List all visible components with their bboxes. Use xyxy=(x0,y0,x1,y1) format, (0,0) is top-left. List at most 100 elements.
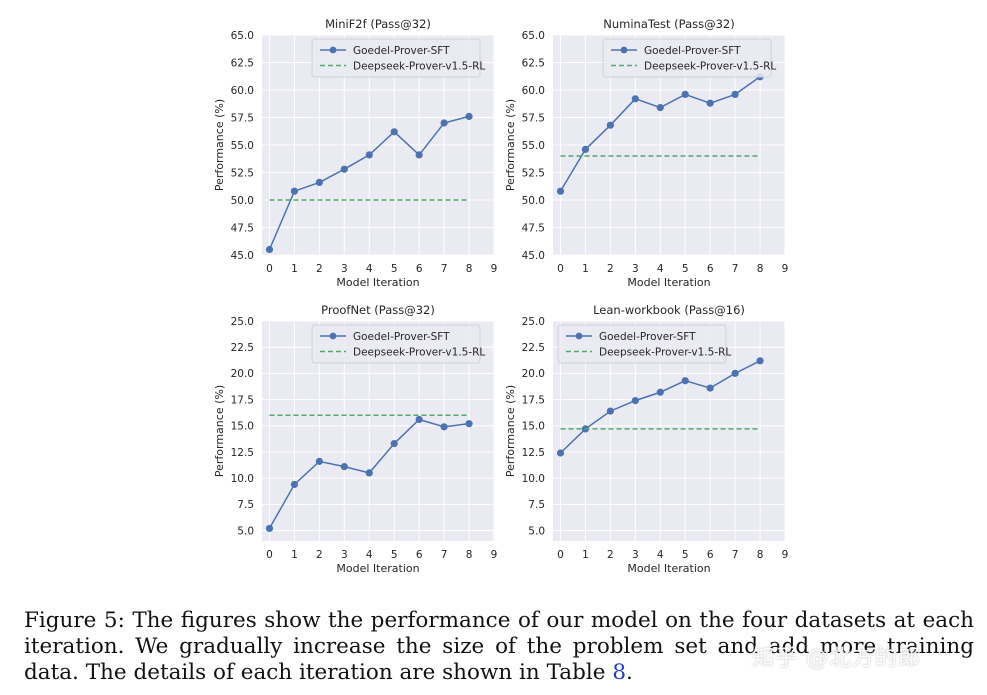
x-axis-label: Model Iteration xyxy=(336,562,419,575)
x-tick-label: 4 xyxy=(366,263,373,275)
data-point xyxy=(731,369,739,377)
data-point xyxy=(390,439,398,448)
x-tick-label: 2 xyxy=(607,263,614,275)
data-point xyxy=(465,420,473,428)
y-tick-label: 52.5 xyxy=(522,167,545,179)
legend-label: Goedel-Prover-SFT xyxy=(599,331,696,343)
x-tick-label: 8 xyxy=(466,263,473,275)
data-point xyxy=(756,357,764,365)
chart-panel-2: 0 1 2 3 4 5 6 7 8 9 45.0 47.5 50.0 52.5 55.0 57.5 60.0 62… xyxy=(504,17,788,289)
data-point xyxy=(265,245,274,254)
x-tick-label: 7 xyxy=(732,263,739,275)
y-axis-label: Performance (%) xyxy=(504,99,517,191)
legend-label: Deepseek-Prover-v1.5-RL xyxy=(599,346,731,358)
chart-title: ProofNet (Pass@32) xyxy=(321,303,435,317)
x-axis-label: Model Iteration xyxy=(627,562,710,575)
y-tick-label: 60.0 xyxy=(522,85,545,97)
x-axis-label: Model Iteration xyxy=(627,276,710,289)
legend-swatch-marker xyxy=(329,46,337,54)
data-point xyxy=(556,187,565,195)
data-point xyxy=(706,99,714,107)
y-tick-label: 17.5 xyxy=(522,394,545,406)
x-tick-label: 4 xyxy=(366,549,373,561)
x-tick-label: 2 xyxy=(607,549,614,561)
caption-label: Figure 5: xyxy=(24,608,125,633)
y-tick-label: 5.0 xyxy=(237,525,254,537)
y-tick-label: 12.5 xyxy=(522,447,545,459)
y-tick-label: 55.0 xyxy=(522,140,545,152)
data-point xyxy=(681,377,689,385)
x-tick-label: 6 xyxy=(416,549,423,561)
data-point xyxy=(606,407,614,415)
x-tick-label: 5 xyxy=(682,263,689,275)
y-tick-label: 22.5 xyxy=(522,342,545,354)
y-tick-label: 25.0 xyxy=(231,316,254,328)
x-tick-label: 0 xyxy=(557,549,564,561)
data-point xyxy=(315,178,323,186)
data-point xyxy=(440,423,448,431)
data-point xyxy=(365,469,373,477)
y-tick-label: 55.0 xyxy=(231,140,254,152)
y-tick-label: 57.5 xyxy=(522,112,545,124)
y-tick-label: 62.5 xyxy=(522,57,545,69)
x-tick-label: 9 xyxy=(491,549,498,561)
chart-title: NuminaTest (Pass@32) xyxy=(603,17,734,31)
legend-label: Goedel-Prover-SFT xyxy=(353,45,450,57)
legend-swatch-marker xyxy=(575,332,583,340)
data-point xyxy=(465,112,473,120)
y-tick-label: 65.0 xyxy=(522,30,545,42)
x-tick-label: 1 xyxy=(582,549,589,561)
data-point xyxy=(731,90,739,98)
y-tick-label: 62.5 xyxy=(231,57,254,69)
legend: Goedel-Prover-SFT Deepseek-Prover-v1.5-RL xyxy=(602,38,776,78)
y-tick-label: 25.0 xyxy=(522,316,545,328)
data-point xyxy=(290,480,299,489)
x-tick-label: 3 xyxy=(632,263,639,275)
y-tick-label: 50.0 xyxy=(522,195,545,207)
data-point xyxy=(656,104,664,112)
legend-swatch-marker xyxy=(329,332,337,340)
x-tick-label: 0 xyxy=(557,263,564,275)
x-tick-label: 0 xyxy=(266,549,273,561)
legend-label: Goedel-Prover-SFT xyxy=(644,45,741,57)
y-axis-label: Performance (%) xyxy=(213,385,226,477)
x-tick-label: 7 xyxy=(441,549,448,561)
x-tick-label: 3 xyxy=(632,549,639,561)
data-point xyxy=(340,463,348,471)
x-tick-label: 3 xyxy=(341,263,348,275)
x-tick-label: 9 xyxy=(782,263,789,275)
y-tick-label: 10.0 xyxy=(231,473,254,485)
x-tick-label: 4 xyxy=(657,263,664,275)
y-tick-label: 12.5 xyxy=(231,447,254,459)
data-point xyxy=(631,397,639,405)
x-tick-label: 5 xyxy=(391,549,398,561)
y-tick-label: 7.5 xyxy=(237,499,254,511)
chart-panel-4: 0 1 2 3 4 5 6 7 8 9 5.0 7.5 10.0 12.5 15.0 17.5 20.0 22.5… xyxy=(504,303,788,575)
figure-caption: Figure 5: The figures show the performan… xyxy=(24,608,974,686)
y-tick-label: 47.5 xyxy=(231,222,254,234)
x-tick-label: 2 xyxy=(316,549,323,561)
x-tick-label: 4 xyxy=(657,549,664,561)
x-tick-label: 5 xyxy=(682,549,689,561)
y-axis-label: Performance (%) xyxy=(504,385,517,477)
y-tick-label: 47.5 xyxy=(522,222,545,234)
y-tick-label: 60.0 xyxy=(231,85,254,97)
x-axis-label: Model Iteration xyxy=(336,276,419,289)
legend: Goedel-Prover-SFT Deepseek-Prover-v1.5-RL xyxy=(311,324,485,364)
legend: Goedel-Prover-SFT Deepseek-Prover-v1.5-RL xyxy=(311,38,485,78)
data-point xyxy=(656,388,664,396)
caption-text: The figures show the performance of our … xyxy=(24,608,974,685)
x-tick-label: 7 xyxy=(732,549,739,561)
y-tick-label: 5.0 xyxy=(528,525,545,537)
data-point xyxy=(265,524,274,533)
x-tick-label: 8 xyxy=(466,549,473,561)
chart-panel-1: 0 1 2 3 4 5 6 7 8 9 45.0 47.5 50.0 52.5 55.0 57.5 60.0 62… xyxy=(213,17,497,289)
data-point xyxy=(706,384,714,392)
y-tick-label: 22.5 xyxy=(231,342,254,354)
y-tick-label: 15.0 xyxy=(522,421,545,433)
y-tick-label: 10.0 xyxy=(522,473,545,485)
table-reference-link[interactable]: 8 xyxy=(612,660,626,685)
x-tick-label: 2 xyxy=(316,263,323,275)
legend-label: Deepseek-Prover-v1.5-RL xyxy=(644,60,776,72)
watermark: 知乎 @北方的郎 xyxy=(752,646,921,671)
